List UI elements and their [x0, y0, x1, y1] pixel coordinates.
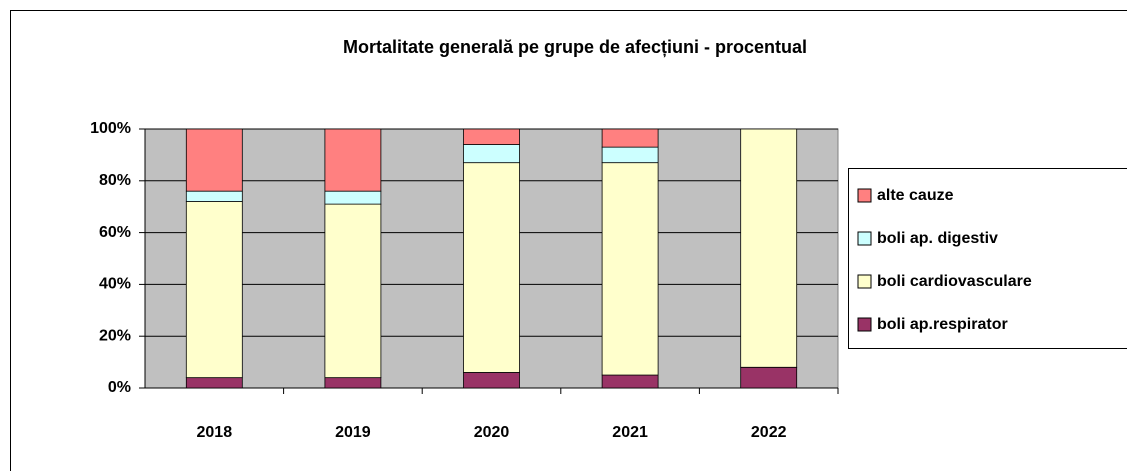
- bar-segment: [601, 374, 659, 389]
- bar-segment: [740, 366, 798, 389]
- legend-box: [848, 168, 1127, 349]
- legend-swatch: [857, 231, 872, 246]
- bar-segment: [601, 146, 659, 164]
- legend-swatch: [857, 274, 872, 289]
- legend-label: boli cardiovasculare: [877, 273, 1032, 290]
- bar-segment: [324, 203, 382, 379]
- legend-label: boli ap.respirator: [877, 316, 1008, 333]
- bar-segment: [463, 144, 520, 164]
- bar-segment: [601, 162, 659, 376]
- legend-label: alte cauze: [877, 187, 954, 204]
- bar-segment: [185, 128, 243, 192]
- bar-segment: [185, 201, 243, 379]
- y-tick-label: 80%: [99, 172, 131, 189]
- x-tick-label: 2021: [612, 424, 648, 441]
- bar-segment: [324, 190, 382, 205]
- bar-segment: [324, 128, 382, 192]
- bar-segment: [463, 128, 520, 145]
- bar-segment: [601, 128, 659, 148]
- y-tick-label: 40%: [99, 276, 131, 293]
- y-tick-label: 0%: [108, 379, 131, 396]
- y-tick-label: 20%: [99, 327, 131, 344]
- bar-segment: [185, 190, 243, 202]
- y-tick-label: 60%: [99, 224, 131, 241]
- chart-title: Mortalitate generală pe grupe de afecțiu…: [343, 37, 807, 57]
- bar-segment: [324, 377, 382, 389]
- bar-segment: [463, 372, 520, 389]
- x-tick-label: 2019: [335, 424, 371, 441]
- x-tick-label: 2018: [197, 424, 233, 441]
- x-tick-label: 2020: [474, 424, 510, 441]
- bar-segment: [463, 162, 520, 373]
- legend-swatch: [857, 317, 872, 332]
- bar-segment: [185, 377, 243, 389]
- bar-segment: [740, 128, 798, 368]
- legend-label: boli ap. digestiv: [877, 230, 998, 247]
- legend-swatch: [857, 188, 872, 203]
- x-tick-label: 2022: [751, 424, 787, 441]
- y-tick-label: 100%: [90, 120, 131, 137]
